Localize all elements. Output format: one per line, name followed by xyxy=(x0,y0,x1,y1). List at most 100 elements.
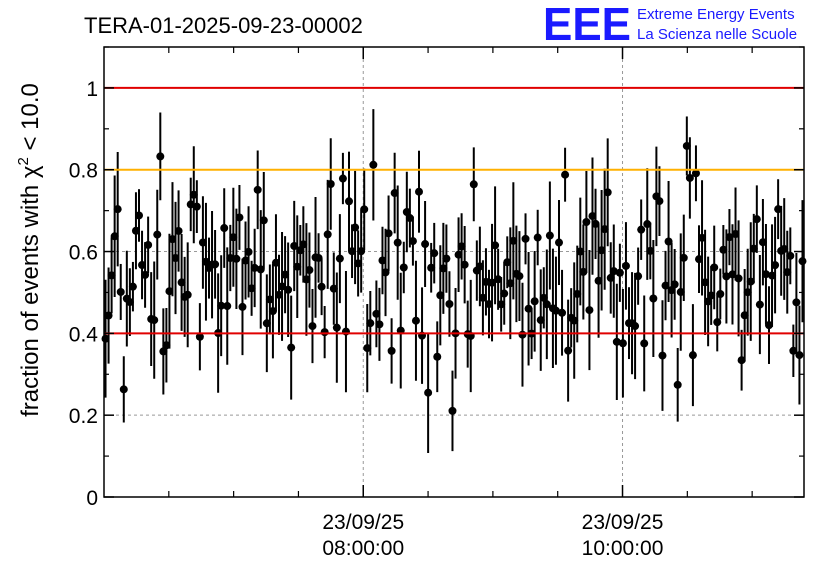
data-point xyxy=(348,247,357,256)
data-point xyxy=(594,276,603,285)
data-point xyxy=(576,247,585,256)
data-point xyxy=(335,254,344,263)
data-point xyxy=(363,344,372,353)
data-point xyxy=(384,229,393,238)
data-point xyxy=(107,271,116,280)
plot-frame xyxy=(103,46,805,498)
data-point xyxy=(761,270,770,279)
data-point xyxy=(469,180,478,189)
logo-line2: La Scienza nelle Scuole xyxy=(637,26,797,43)
data-point xyxy=(302,275,311,284)
data-point xyxy=(351,223,360,232)
data-point xyxy=(372,309,381,318)
x-tick-date: 23/09/25 xyxy=(582,511,664,534)
data-point xyxy=(223,302,232,311)
data-point xyxy=(792,298,801,307)
data-point xyxy=(561,170,570,179)
data-point xyxy=(141,270,150,279)
data-point xyxy=(150,316,159,325)
data-point xyxy=(238,302,247,311)
y-tick-label: 0.6 xyxy=(69,242,98,265)
data-point xyxy=(326,180,335,189)
data-point xyxy=(740,311,749,320)
data-point xyxy=(481,277,490,286)
data-point xyxy=(518,330,527,339)
data-point xyxy=(265,295,274,304)
data-point xyxy=(609,267,618,276)
data-point xyxy=(299,240,308,249)
data-point xyxy=(442,254,451,263)
eee-logo: EEE Extreme Energy Events La Scienza nel… xyxy=(543,0,797,50)
data-point xyxy=(177,278,186,287)
data-point xyxy=(421,240,430,249)
data-point xyxy=(332,323,341,332)
data-point xyxy=(597,246,606,255)
data-point xyxy=(357,247,366,256)
x-tick-time: 10:00:00 xyxy=(582,537,664,560)
y-tick-label: 0 xyxy=(86,487,98,510)
data-point xyxy=(290,241,299,250)
y-axis-label: fraction of events with χ2 < 10.0 xyxy=(15,83,44,417)
data-point xyxy=(430,249,439,258)
data-point xyxy=(682,141,691,150)
data-point xyxy=(789,346,798,355)
data-point xyxy=(758,238,767,247)
data-point xyxy=(478,293,487,302)
data-point xyxy=(679,253,688,262)
data-point xyxy=(558,308,567,317)
data-point xyxy=(582,217,591,226)
data-point xyxy=(521,234,530,243)
data-point xyxy=(220,224,229,233)
data-point xyxy=(655,197,664,206)
data-point xyxy=(615,268,624,277)
data-point xyxy=(661,281,670,290)
data-point xyxy=(439,264,448,273)
data-point xyxy=(271,258,280,267)
data-point xyxy=(268,307,277,316)
data-point xyxy=(573,289,582,298)
data-point xyxy=(415,187,423,196)
data-point xyxy=(381,268,390,277)
data-point xyxy=(707,291,716,300)
data-point xyxy=(281,270,290,279)
data-point xyxy=(795,351,804,360)
data-point xyxy=(585,306,594,315)
data-point xyxy=(500,289,509,298)
data-point xyxy=(399,263,408,272)
data-point xyxy=(402,208,411,217)
data-point xyxy=(673,380,682,389)
data-point xyxy=(731,230,740,239)
data-point xyxy=(545,231,554,240)
data-point xyxy=(713,318,722,327)
y-axis-ticks: 0 0.2 0.4 0.6 0.8 1 xyxy=(69,46,804,510)
data-point xyxy=(168,235,177,244)
data-point xyxy=(305,266,314,275)
y-tick-label: 0.4 xyxy=(69,323,99,346)
data-point xyxy=(695,255,703,264)
chi-superscript: 2 xyxy=(15,157,32,165)
data-point xyxy=(768,271,777,280)
data-point xyxy=(704,297,713,306)
y-tick-label: 1 xyxy=(86,78,98,101)
data-point xyxy=(621,261,630,270)
data-point xyxy=(135,211,143,220)
data-point xyxy=(497,300,506,309)
data-point xyxy=(293,262,302,271)
data-point xyxy=(244,247,253,256)
data-point xyxy=(360,205,369,214)
data-point xyxy=(564,346,573,355)
data-point xyxy=(186,200,195,209)
data-point xyxy=(786,251,795,260)
chi-symbol: χ xyxy=(17,165,44,178)
data-point xyxy=(408,237,417,246)
data-point xyxy=(710,263,719,272)
data-point xyxy=(649,294,658,303)
data-point xyxy=(241,256,250,265)
data-point xyxy=(253,185,262,194)
data-point xyxy=(296,246,305,255)
data-point xyxy=(247,284,256,293)
data-point xyxy=(192,202,201,211)
data-point xyxy=(278,282,287,291)
data-point xyxy=(375,320,384,329)
